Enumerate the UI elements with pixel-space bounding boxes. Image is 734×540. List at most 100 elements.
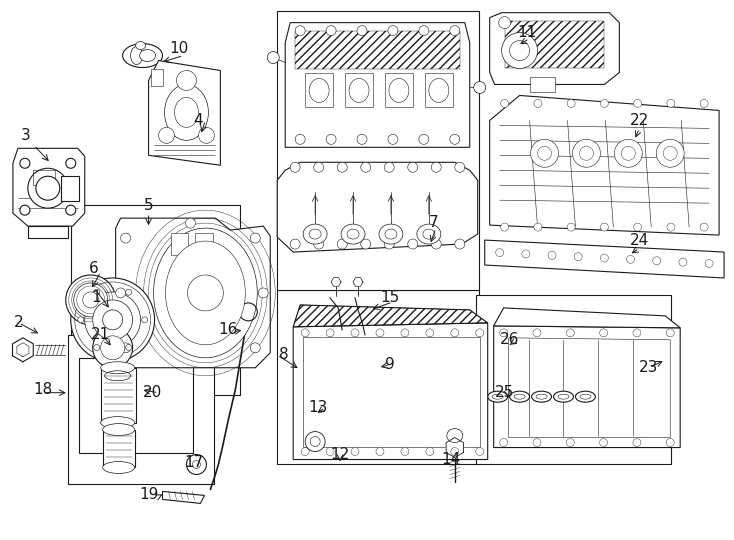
Ellipse shape (78, 317, 84, 323)
Ellipse shape (495, 248, 504, 256)
Bar (345, 72, 373, 107)
Ellipse shape (310, 436, 320, 447)
Ellipse shape (633, 223, 642, 231)
Polygon shape (353, 278, 363, 286)
Ellipse shape (83, 292, 98, 308)
Text: 7: 7 (429, 214, 439, 230)
Ellipse shape (667, 99, 675, 107)
Ellipse shape (455, 163, 465, 172)
Ellipse shape (401, 448, 409, 456)
Text: 5: 5 (144, 198, 153, 213)
Bar (70, 205, 240, 395)
Bar (170, 233, 189, 255)
Ellipse shape (501, 32, 537, 69)
Ellipse shape (351, 329, 359, 337)
Text: 14: 14 (441, 452, 460, 467)
Text: 6: 6 (89, 260, 98, 275)
Ellipse shape (537, 146, 551, 160)
Text: 11: 11 (517, 25, 537, 40)
Ellipse shape (633, 329, 641, 337)
Ellipse shape (103, 462, 134, 474)
Ellipse shape (531, 139, 559, 167)
Ellipse shape (351, 448, 359, 456)
Ellipse shape (622, 146, 636, 160)
Ellipse shape (94, 345, 100, 350)
Ellipse shape (379, 224, 403, 244)
Ellipse shape (357, 25, 367, 36)
Ellipse shape (267, 51, 279, 64)
Ellipse shape (101, 362, 134, 374)
Ellipse shape (419, 134, 429, 144)
Text: 26: 26 (500, 332, 520, 347)
Text: 12: 12 (330, 447, 349, 462)
Ellipse shape (600, 99, 608, 107)
Ellipse shape (303, 224, 327, 244)
Ellipse shape (432, 239, 441, 249)
Ellipse shape (384, 239, 394, 249)
Ellipse shape (533, 329, 541, 337)
Ellipse shape (341, 224, 365, 244)
Ellipse shape (656, 139, 684, 167)
Ellipse shape (295, 134, 305, 144)
Ellipse shape (313, 163, 324, 172)
Ellipse shape (36, 176, 59, 200)
Text: 22: 22 (630, 113, 649, 128)
Ellipse shape (295, 25, 305, 36)
Polygon shape (28, 226, 68, 238)
Ellipse shape (385, 229, 397, 239)
Ellipse shape (192, 461, 200, 469)
Ellipse shape (326, 25, 336, 36)
Ellipse shape (309, 229, 321, 239)
Ellipse shape (567, 99, 575, 107)
Ellipse shape (389, 78, 409, 103)
Ellipse shape (142, 317, 148, 323)
Ellipse shape (574, 253, 582, 261)
Ellipse shape (101, 417, 134, 429)
Ellipse shape (534, 223, 542, 231)
Bar (295, 31, 459, 69)
Ellipse shape (429, 78, 448, 103)
Polygon shape (116, 218, 270, 368)
Ellipse shape (126, 345, 131, 350)
Bar (305, 72, 333, 107)
Ellipse shape (633, 438, 641, 447)
Ellipse shape (509, 391, 529, 402)
Ellipse shape (186, 455, 206, 475)
Ellipse shape (166, 241, 245, 345)
Ellipse shape (667, 223, 675, 231)
Ellipse shape (498, 17, 511, 29)
Ellipse shape (94, 289, 100, 295)
Ellipse shape (580, 394, 591, 399)
Ellipse shape (567, 438, 574, 447)
Polygon shape (293, 323, 487, 460)
Ellipse shape (500, 329, 508, 337)
Ellipse shape (360, 239, 371, 249)
Polygon shape (490, 12, 619, 84)
Ellipse shape (120, 233, 131, 243)
Ellipse shape (493, 394, 503, 399)
Polygon shape (277, 163, 478, 252)
Bar (277, 11, 479, 290)
Ellipse shape (455, 239, 465, 249)
Bar (79, 358, 194, 453)
Ellipse shape (347, 229, 359, 239)
Ellipse shape (633, 99, 642, 107)
Polygon shape (490, 96, 719, 235)
Ellipse shape (309, 78, 329, 103)
Ellipse shape (250, 343, 261, 353)
Text: 20: 20 (143, 385, 162, 400)
Polygon shape (331, 278, 341, 286)
Ellipse shape (290, 163, 300, 172)
Text: 1: 1 (91, 291, 101, 306)
Ellipse shape (419, 25, 429, 36)
Ellipse shape (450, 25, 459, 36)
Polygon shape (494, 308, 680, 328)
Ellipse shape (600, 223, 608, 231)
Ellipse shape (500, 438, 508, 447)
Bar (529, 78, 554, 92)
Text: 2: 2 (14, 315, 23, 330)
Ellipse shape (376, 448, 384, 456)
Polygon shape (293, 305, 487, 327)
Ellipse shape (476, 448, 484, 456)
Ellipse shape (136, 42, 145, 50)
